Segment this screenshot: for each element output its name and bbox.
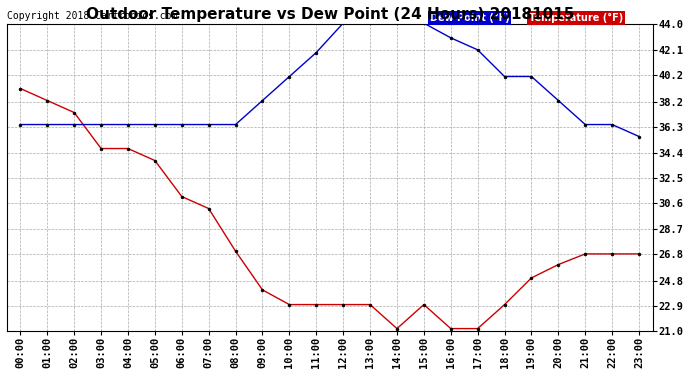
Title: Outdoor Temperature vs Dew Point (24 Hours) 20181015: Outdoor Temperature vs Dew Point (24 Hou… (86, 7, 574, 22)
Text: Copyright 2018 Cartronics.com: Copyright 2018 Cartronics.com (7, 11, 177, 21)
Text: Dew Point (°F): Dew Point (°F) (430, 13, 509, 23)
Text: Temperature (°F): Temperature (°F) (529, 13, 623, 23)
